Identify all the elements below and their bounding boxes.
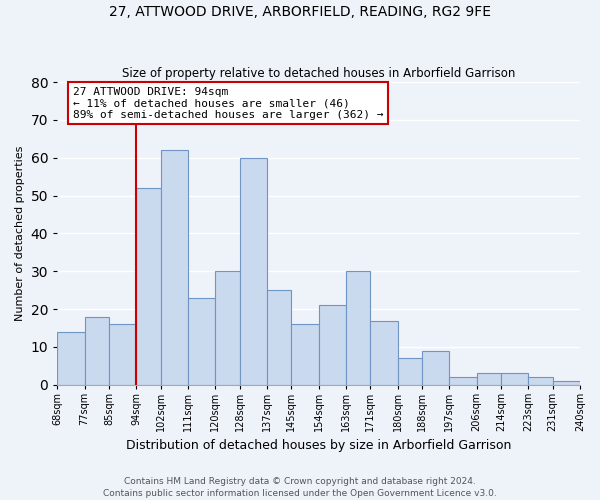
Bar <box>370 320 398 385</box>
Bar <box>449 378 476 385</box>
Bar <box>291 324 319 385</box>
Bar <box>422 351 449 385</box>
Bar <box>476 374 501 385</box>
Bar <box>109 324 136 385</box>
Bar <box>501 374 529 385</box>
Bar <box>267 290 291 385</box>
Text: Contains HM Land Registry data © Crown copyright and database right 2024.
Contai: Contains HM Land Registry data © Crown c… <box>103 476 497 498</box>
Bar <box>239 158 267 385</box>
Bar <box>553 381 580 385</box>
Bar <box>398 358 422 385</box>
Bar <box>215 272 239 385</box>
Bar <box>346 272 370 385</box>
Bar <box>161 150 188 385</box>
Bar <box>529 378 553 385</box>
Bar <box>319 306 346 385</box>
Bar <box>136 188 161 385</box>
X-axis label: Distribution of detached houses by size in Arborfield Garrison: Distribution of detached houses by size … <box>126 440 511 452</box>
Text: 27, ATTWOOD DRIVE, ARBORFIELD, READING, RG2 9FE: 27, ATTWOOD DRIVE, ARBORFIELD, READING, … <box>109 5 491 19</box>
Bar <box>57 332 85 385</box>
Y-axis label: Number of detached properties: Number of detached properties <box>15 146 25 321</box>
Bar <box>85 316 109 385</box>
Text: 27 ATTWOOD DRIVE: 94sqm
← 11% of detached houses are smaller (46)
89% of semi-de: 27 ATTWOOD DRIVE: 94sqm ← 11% of detache… <box>73 86 383 120</box>
Title: Size of property relative to detached houses in Arborfield Garrison: Size of property relative to detached ho… <box>122 66 515 80</box>
Bar <box>188 298 215 385</box>
